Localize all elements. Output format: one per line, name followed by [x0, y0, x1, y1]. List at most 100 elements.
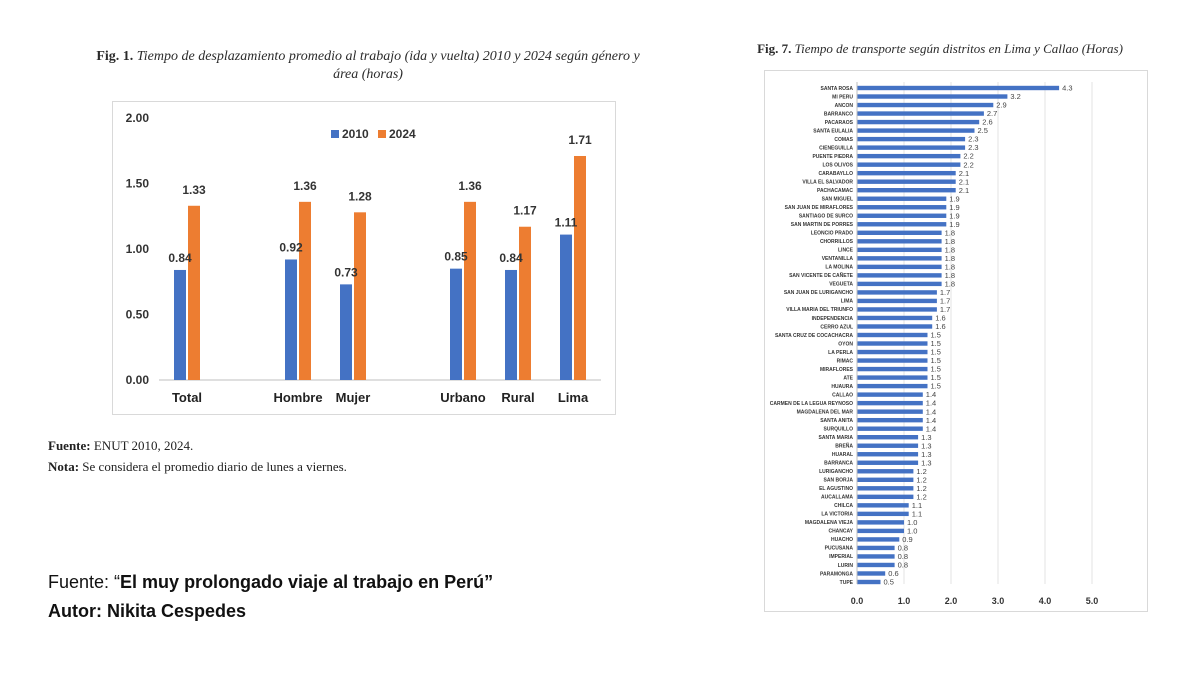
- fig7-value-label: 1.7: [940, 305, 950, 314]
- fig7-category-label: CIENEGUILLA: [819, 145, 853, 151]
- fig7-value-label: 1.3: [921, 441, 931, 450]
- fig7-bar: [857, 94, 1008, 99]
- fig7-value-label: 0.9: [902, 535, 912, 544]
- fig7-value-label: 1.8: [945, 279, 955, 288]
- fig7-value-label: 1.8: [945, 262, 955, 271]
- fig7-value-label: 1.1: [912, 501, 922, 510]
- fig7-bar: [857, 409, 923, 414]
- fig1-nota-label: Nota:: [48, 459, 80, 474]
- fig7-value-label: 1.4: [926, 399, 936, 408]
- fig7-category-label: SANTA MARIA: [819, 435, 854, 441]
- fig7-value-label: 4.3: [1062, 84, 1072, 93]
- fig7-value-label: 1.2: [916, 467, 926, 476]
- fig7-value-label: 0.5: [884, 578, 894, 587]
- fig7-value-label: 0.8: [898, 544, 908, 553]
- fig7-bar: [857, 486, 914, 491]
- fig1-data-label-2010: 0.84: [168, 251, 192, 265]
- fig7-value-label: 1.5: [931, 331, 941, 340]
- fig1-data-label-2024: 1.33: [182, 183, 206, 197]
- fig7-value-label: 1.1: [912, 509, 922, 518]
- fig1-bar-2010: [450, 268, 462, 380]
- fig7-value-label: 1.9: [949, 211, 959, 220]
- fig1-data-label-2010: 0.92: [279, 240, 303, 254]
- fig7-category-label: LURIGANCHO: [819, 469, 853, 475]
- fig7-category-label: SANTA ANITA: [820, 418, 853, 424]
- fig7-category-label: HUAURA: [831, 384, 853, 390]
- fig7-value-label: 1.6: [935, 322, 945, 331]
- fig7-bar: [857, 332, 928, 338]
- fig7-category-label: LA PERLA: [828, 350, 853, 356]
- fig7-value-label: 1.8: [945, 254, 955, 263]
- fig7-value-label: 1.0: [907, 518, 917, 527]
- fig7-category-label: CHANCAY: [828, 529, 853, 535]
- fig7-category-label: RIMAC: [837, 358, 854, 364]
- fig7-category-label: SANTIAGO DE SURCO: [799, 214, 853, 220]
- fig1-title-line1: Tiempo de desplazamiento promedio al tra…: [136, 49, 640, 64]
- fig7-category-label: CHILCA: [834, 503, 853, 509]
- fig7-category-label: CARMEN DE LA LEGUA REYNOSO: [770, 401, 853, 407]
- fig7-category-label: MIRAFLORES: [820, 367, 854, 373]
- fig7-bar: [857, 579, 881, 585]
- fig7-category-label: PUCUSANA: [825, 546, 854, 552]
- fig1-bar-2024: [574, 155, 586, 380]
- fig7-xtick-label: 3.0: [992, 596, 1005, 606]
- fig7-category-label: ANCON: [835, 103, 854, 109]
- fig1-legend-swatch-2010: [331, 130, 339, 138]
- fig7-category-label: IMPERIAL: [829, 554, 853, 560]
- fig7-category-label: ATE: [843, 375, 853, 381]
- fig7-category-label: LA MOLINA: [825, 265, 853, 271]
- fig7-category-label: CERRO AZUL: [820, 324, 853, 330]
- fig1-nota-note: Nota: Se considera el promedio diario de…: [48, 459, 347, 475]
- fig1-legend-label-2024: 2024: [389, 127, 416, 141]
- fig7-bar: [857, 170, 956, 176]
- fig7-value-label: 1.0: [907, 526, 917, 535]
- fig7-bar: [857, 196, 947, 201]
- fig1-bar-2010: [560, 234, 572, 380]
- fig7-value-label: 2.6: [982, 118, 992, 127]
- fig1-legend-label-2010: 2010: [342, 127, 369, 141]
- fig7-value-label: 1.3: [921, 458, 931, 467]
- fig1-data-label-2024: 1.71: [568, 133, 592, 147]
- fig7-value-label: 1.3: [921, 450, 931, 459]
- fig7-bar: [857, 145, 966, 150]
- fig7-bar: [857, 281, 942, 287]
- fig7-value-label: 1.2: [916, 484, 926, 493]
- fig7-bar: [857, 119, 980, 125]
- fig1-source-label: Fuente:: [48, 438, 91, 453]
- fig7-bar: [857, 426, 923, 431]
- fig1-source-text: ENUT 2010, 2024.: [90, 438, 194, 453]
- fig7-bar: [857, 443, 919, 448]
- fig1-title-line2: área (horas): [333, 67, 403, 82]
- fig7-bar: [857, 511, 909, 517]
- fig7-category-label: OYON: [838, 341, 853, 347]
- fig1-ytick-label: 2.00: [126, 111, 150, 125]
- fig7-value-label: 2.2: [963, 152, 973, 161]
- fig1-nota-text: Se considera el promedio diario de lunes…: [79, 459, 347, 474]
- fig7-bar: [857, 366, 928, 372]
- fig7-bar: [857, 349, 928, 355]
- fig7-value-label: 1.4: [926, 390, 936, 399]
- fig7-category-label: LINCE: [838, 248, 854, 254]
- fig1-label: Fig. 1.: [96, 49, 134, 64]
- fig7-category-label: LEONCIO PRADO: [811, 231, 853, 237]
- fig7-bar: [857, 188, 956, 193]
- fig1-ytick-label: 1.50: [126, 177, 150, 191]
- fig7-bar: [857, 315, 933, 321]
- fig7-value-label: 1.9: [949, 194, 959, 203]
- fig7-category-label: VENTANILLA: [822, 256, 854, 262]
- fig7-label: Fig. 7.: [757, 41, 792, 56]
- fig7-category-label: SAN MARTIN DE PORRES: [791, 222, 854, 228]
- fig1-bar-2024: [354, 212, 366, 380]
- fig7-category-label: VILLA EL SALVADOR: [802, 179, 853, 185]
- fig1-category-label: Urbano: [440, 390, 486, 405]
- fig7-bar: [857, 554, 895, 559]
- fig7-value-label: 1.5: [931, 356, 941, 365]
- fig7-value-label: 1.4: [926, 424, 936, 433]
- fig7-category-label: SURQUILLO: [824, 426, 854, 432]
- fig7-category-label: HUARAL: [832, 452, 853, 458]
- fig7-category-label: SAN JUAN DE MIRAFLORES: [785, 205, 854, 211]
- fig7-bar: [857, 324, 933, 329]
- fig7-bar: [857, 503, 909, 508]
- fig1-data-label-2010: 0.85: [444, 250, 468, 264]
- fig7-value-label: 2.3: [968, 143, 978, 152]
